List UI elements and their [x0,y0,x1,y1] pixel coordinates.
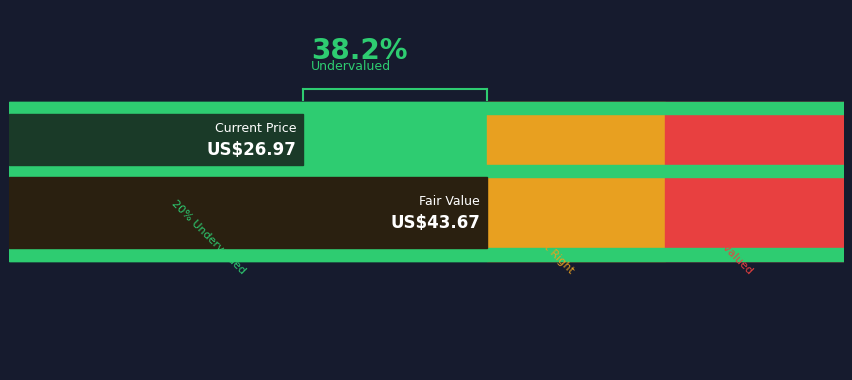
Text: Undervalued: Undervalued [311,60,391,73]
Bar [9,114,302,165]
Bar [9,102,486,261]
Text: US$43.67: US$43.67 [389,214,480,232]
Bar [9,102,843,114]
Text: US$26.97: US$26.97 [206,141,296,159]
Bar [664,102,843,261]
Text: 38.2%: 38.2% [311,38,407,65]
Bar [9,177,486,249]
Text: Fair Value: Fair Value [419,195,480,209]
Text: Current Price: Current Price [215,122,296,135]
Text: 20% Undervalued: 20% Undervalued [170,198,247,276]
Text: 20% Overvalued: 20% Overvalued [681,203,754,276]
Bar [486,102,664,261]
Bar [9,165,843,177]
Text: About Right: About Right [521,222,575,276]
Bar [9,249,843,261]
